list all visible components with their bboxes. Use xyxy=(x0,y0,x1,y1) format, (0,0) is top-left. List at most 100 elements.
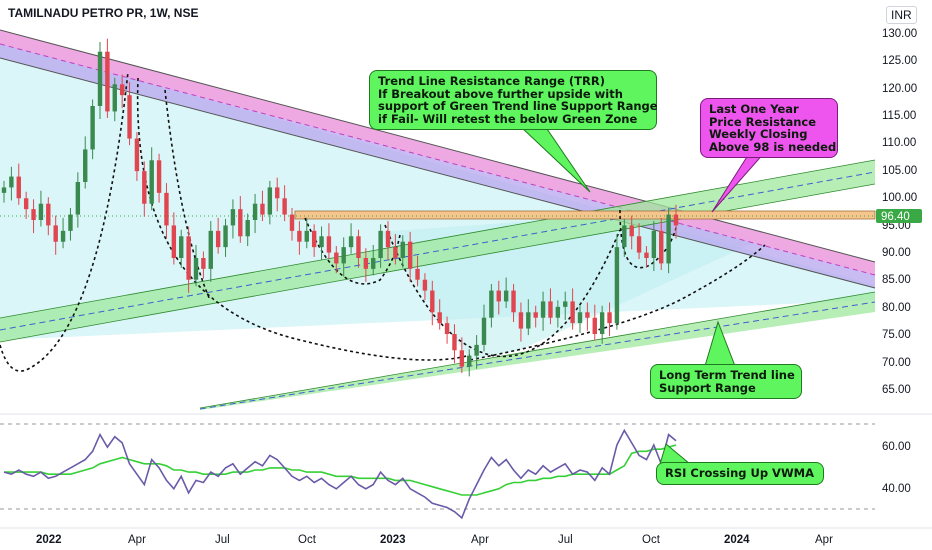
candle-body[interactable] xyxy=(511,290,516,313)
trr-line: support of Green Trend line Support Rang… xyxy=(378,99,658,113)
candle-body[interactable] xyxy=(1,187,7,193)
candle-body[interactable] xyxy=(503,290,509,302)
candle-body[interactable] xyxy=(599,312,605,334)
candle-body[interactable] xyxy=(570,301,575,324)
candle-body[interactable] xyxy=(592,317,597,334)
candle-body[interactable] xyxy=(629,225,634,237)
candle-body[interactable] xyxy=(23,198,29,210)
candle-body[interactable] xyxy=(644,252,649,258)
candle-body[interactable] xyxy=(348,236,354,248)
candle-body[interactable] xyxy=(9,176,14,188)
candle-body[interactable] xyxy=(38,203,44,220)
candle-body[interactable] xyxy=(46,203,51,226)
candle-body[interactable] xyxy=(496,290,501,302)
candle-body[interactable] xyxy=(459,350,465,367)
candle-body[interactable] xyxy=(400,241,405,258)
candle-body[interactable] xyxy=(356,236,361,258)
candle-body[interactable] xyxy=(105,51,110,112)
candle-body[interactable] xyxy=(607,312,612,324)
candle-body[interactable] xyxy=(666,214,671,264)
candle-body[interactable] xyxy=(127,95,132,139)
candle-body[interactable] xyxy=(341,247,346,264)
candle-body[interactable] xyxy=(489,290,494,318)
long-term-support-band xyxy=(200,292,875,410)
support-annotation[interactable]: Long Term Trend line Support Range xyxy=(650,364,802,399)
candle-body[interactable] xyxy=(171,225,177,258)
candle-body[interactable] xyxy=(112,84,117,112)
candle-body[interactable] xyxy=(659,230,664,264)
candle-body[interactable] xyxy=(230,209,236,226)
candle-body[interactable] xyxy=(53,225,58,242)
candle-body[interactable] xyxy=(275,187,280,199)
candle-body[interactable] xyxy=(526,312,531,329)
candle-body[interactable] xyxy=(260,203,265,215)
candle-body[interactable] xyxy=(393,247,398,258)
candle-body[interactable] xyxy=(585,312,590,318)
candle-body[interactable] xyxy=(334,252,339,264)
candle-body[interactable] xyxy=(407,241,413,269)
candle-body[interactable] xyxy=(651,230,657,258)
candle-body[interactable] xyxy=(97,51,103,106)
candle-body[interactable] xyxy=(149,160,154,204)
candle-body[interactable] xyxy=(311,230,317,248)
candle-body[interactable] xyxy=(179,236,184,258)
candle-body[interactable] xyxy=(90,106,95,150)
candle-body[interactable] xyxy=(201,258,206,269)
candle-body[interactable] xyxy=(238,209,243,237)
trr-annotation[interactable]: Trend Line Resistance Range (TRR) If Bre… xyxy=(369,70,658,130)
resistance-annotation[interactable]: Last One Year Price Resistance Weekly Cl… xyxy=(700,98,838,158)
candle-body[interactable] xyxy=(555,306,561,318)
candle-body[interactable] xyxy=(467,355,472,367)
candle-body[interactable] xyxy=(319,236,324,248)
candle-body[interactable] xyxy=(16,176,21,199)
rsi-annotation[interactable]: RSI Crossing Up VWMA xyxy=(656,462,824,485)
candle-body[interactable] xyxy=(533,312,538,318)
candle-body[interactable] xyxy=(326,236,332,253)
candle-body[interactable] xyxy=(444,323,450,334)
candle-body[interactable] xyxy=(142,171,147,204)
candle-body[interactable] xyxy=(363,258,369,269)
candle-body[interactable] xyxy=(68,214,73,231)
candle-body[interactable] xyxy=(193,258,199,280)
candle-body[interactable] xyxy=(208,230,213,269)
candle-body[interactable] xyxy=(75,182,81,215)
candle-body[interactable] xyxy=(474,344,479,356)
candle-body[interactable] xyxy=(289,214,295,231)
candle-body[interactable] xyxy=(430,290,435,313)
candle-body[interactable] xyxy=(378,230,383,258)
candle-body[interactable] xyxy=(215,230,221,248)
candle-body[interactable] xyxy=(452,334,457,351)
candle-body[interactable] xyxy=(481,317,487,345)
candle-body[interactable] xyxy=(304,230,309,242)
candle-body[interactable] xyxy=(252,203,258,220)
candle-body[interactable] xyxy=(415,268,420,280)
candle-body[interactable] xyxy=(134,138,140,172)
candle-body[interactable] xyxy=(548,301,553,318)
candle-body[interactable] xyxy=(622,225,627,248)
candle-body[interactable] xyxy=(563,301,568,307)
candle-body[interactable] xyxy=(540,301,546,318)
candle-body[interactable] xyxy=(267,187,273,215)
candle-body[interactable] xyxy=(164,192,169,226)
candle-body[interactable] xyxy=(636,236,642,253)
candle-body[interactable] xyxy=(186,236,191,280)
candle-body[interactable] xyxy=(282,198,287,215)
candle-body[interactable] xyxy=(223,225,228,248)
currency-button[interactable]: INR xyxy=(886,6,917,24)
candle-body[interactable] xyxy=(577,312,583,324)
candle-body[interactable] xyxy=(156,160,162,193)
candle-body[interactable] xyxy=(371,258,376,269)
candle-body[interactable] xyxy=(119,84,125,96)
candle-body[interactable] xyxy=(297,230,302,242)
candle-body[interactable] xyxy=(518,312,524,329)
candle-body[interactable] xyxy=(437,312,442,324)
candle-body[interactable] xyxy=(614,247,620,324)
candle-body[interactable] xyxy=(673,214,679,226)
candle-body[interactable] xyxy=(60,230,66,242)
candle-body[interactable] xyxy=(422,279,428,291)
candle-body[interactable] xyxy=(83,149,88,182)
candle-body[interactable] xyxy=(385,230,391,248)
candle-body[interactable] xyxy=(31,209,36,220)
candle-body[interactable] xyxy=(245,220,250,237)
